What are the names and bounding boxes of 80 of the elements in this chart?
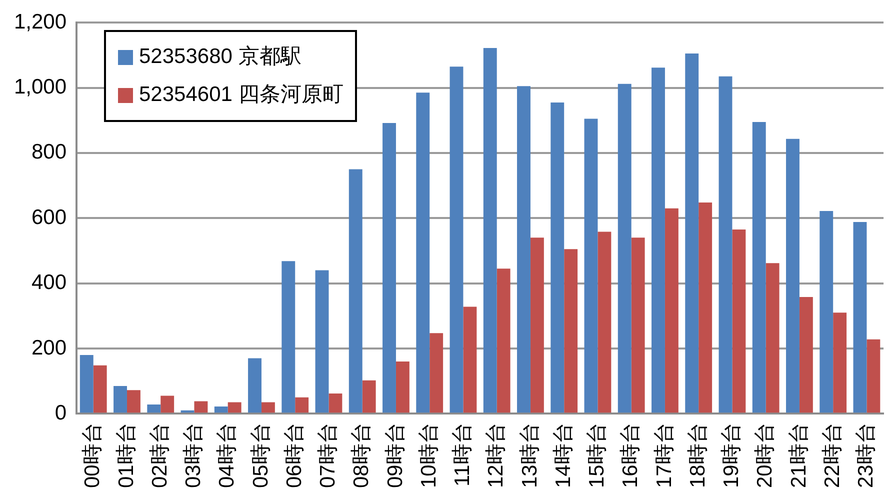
x-tick-label: 17時台 [652, 422, 676, 488]
bar [564, 249, 578, 413]
bar [752, 122, 766, 413]
bar [214, 406, 228, 413]
x-tick-label: 21時台 [787, 422, 810, 488]
x-tick-label: 12時台 [484, 422, 508, 488]
bar [853, 222, 867, 413]
x-tick-label: 18時台 [686, 422, 710, 488]
y-tick-label: 600 [32, 206, 67, 229]
x-tick-label: 22時台 [820, 422, 844, 488]
x-tick-label: 00時台 [81, 422, 104, 488]
bar [228, 402, 242, 413]
x-tick-label: 13時台 [518, 422, 542, 488]
bar [248, 358, 262, 413]
x-tick-label: 01時台 [114, 422, 138, 488]
x-tick-label: 10時台 [417, 422, 440, 488]
bar [328, 393, 342, 413]
bar [261, 402, 275, 413]
bar [93, 365, 107, 413]
bar [160, 396, 174, 413]
x-tick-label: 23時台 [854, 422, 878, 488]
x-tick-label: 11時台 [451, 422, 474, 486]
x-tick-label: 03時台 [182, 422, 206, 488]
legend-label: 52354601 四条河原町 [139, 82, 344, 108]
bar [550, 102, 564, 413]
bar [584, 118, 598, 413]
x-tick-label: 16時台 [619, 422, 642, 488]
bar [416, 92, 430, 413]
bar [732, 230, 746, 413]
x-tick-label: 05時台 [249, 422, 272, 488]
bar [147, 404, 161, 413]
bar [348, 169, 362, 413]
bar [517, 86, 530, 413]
bar [833, 312, 847, 413]
bar [80, 354, 94, 413]
bar [786, 138, 800, 413]
bar [685, 54, 699, 413]
bar [114, 386, 127, 413]
y-tick-label: 1,200 [14, 10, 67, 34]
bar [766, 263, 780, 413]
bar [194, 401, 208, 413]
bar [315, 270, 329, 413]
legend-label: 52353680 京都駅 [139, 44, 302, 70]
bar [126, 390, 140, 413]
bar [631, 238, 645, 413]
bar [598, 232, 612, 413]
bar [483, 48, 497, 413]
x-tick-label: 06時台 [282, 422, 306, 488]
x-tick-label: 08時台 [350, 422, 374, 488]
bar [496, 268, 510, 413]
bar [799, 296, 813, 413]
bar [396, 362, 410, 413]
bar [820, 210, 834, 413]
x-tick-label: 02時台 [148, 422, 172, 488]
x-tick-label: 09時台 [384, 422, 407, 488]
bar [866, 339, 880, 413]
bar [362, 380, 376, 413]
bar [295, 397, 309, 413]
y-tick-label: 400 [32, 271, 67, 294]
bar [664, 208, 678, 413]
x-tick-label: 20時台 [754, 422, 777, 488]
bar [652, 68, 665, 413]
bar [382, 122, 396, 413]
y-tick-label: 800 [32, 140, 67, 164]
y-tick-label: 1,000 [14, 76, 67, 99]
bar [698, 202, 712, 413]
x-tick-label: 07時台 [316, 422, 340, 488]
y-tick-label: 0 [54, 401, 67, 424]
bar [430, 333, 444, 413]
bar [718, 76, 732, 413]
bar [282, 261, 296, 413]
x-tick-label: 14時台 [552, 422, 575, 488]
y-tick-label: 200 [32, 336, 67, 360]
bar [463, 306, 477, 413]
bar [530, 238, 544, 413]
bar [618, 84, 632, 413]
x-tick-label: 19時台 [720, 422, 744, 488]
bar [450, 66, 464, 413]
x-tick-label: 04時台 [216, 422, 239, 488]
x-tick-label: 15時台 [586, 422, 609, 488]
